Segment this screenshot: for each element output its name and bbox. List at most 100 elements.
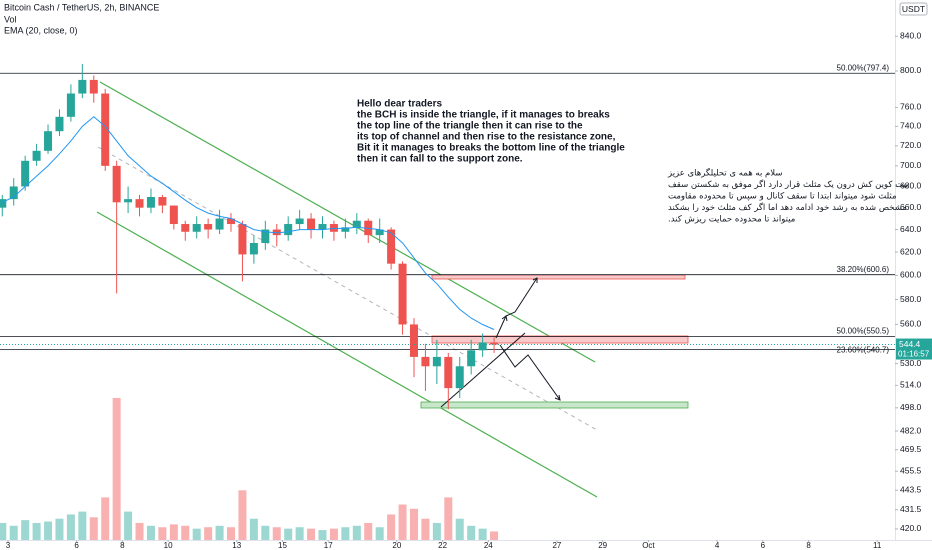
volume-bar <box>421 518 430 540</box>
volume-bar <box>181 525 190 540</box>
volume-bar <box>192 528 201 540</box>
volume-bar <box>272 527 281 540</box>
candle-body <box>112 165 121 203</box>
candle-body <box>249 243 258 255</box>
candle-body <box>261 229 270 244</box>
candle-body <box>101 93 110 166</box>
volume-bar <box>124 511 133 540</box>
volume-bar <box>318 530 327 540</box>
candle-body <box>490 342 499 345</box>
candle-body <box>0 199 7 208</box>
candle-body <box>124 199 133 203</box>
y-tick-label: 640.0 <box>900 224 922 234</box>
triangle-line <box>440 332 526 408</box>
x-tick-label: 29 <box>598 541 607 550</box>
volume-bar <box>215 525 224 540</box>
volume-bar <box>284 528 293 540</box>
x-tick-label: 8 <box>806 541 811 550</box>
candle-body <box>341 227 350 232</box>
candle-body <box>375 229 384 236</box>
y-tick-label: 800.0 <box>900 65 922 75</box>
candle-body <box>467 350 476 367</box>
candle-body <box>44 131 53 151</box>
volume-bar <box>169 524 178 540</box>
x-tick-label: 17 <box>324 541 333 550</box>
candle-body <box>409 324 418 357</box>
note-line: then it can fall to the support zone. <box>357 154 523 165</box>
candle-body <box>21 160 30 187</box>
volume-bar <box>101 497 110 540</box>
y-tick-label: 455.5 <box>900 465 922 475</box>
fib-label: 23.60%(540.7) <box>837 345 890 354</box>
volume-bar <box>329 528 338 540</box>
x-tick-label: 6 <box>74 541 79 550</box>
fib-label: 38.20%(600.6) <box>837 265 890 274</box>
x-tick-label: 27 <box>552 541 561 550</box>
volume-bar <box>444 497 453 540</box>
volume-bar <box>55 518 64 540</box>
currency[interactable]: USDT <box>902 4 925 14</box>
note-line-fa: میتواند تا محدوده حمایت ریزش کند. <box>668 215 795 225</box>
candle-body <box>455 366 464 389</box>
last-price: 544.4 <box>899 339 921 349</box>
y-tick-label: 740.0 <box>900 121 922 131</box>
chart-title: Bitcoin Cash / TetherUS, 2h, BINANCE <box>4 2 159 12</box>
candle-body <box>478 342 487 351</box>
y-tick-label: 443.5 <box>900 484 922 494</box>
candle-body <box>284 224 293 236</box>
note-line: its top of channel and then rise to the … <box>357 132 616 143</box>
candle-body <box>272 229 281 236</box>
note-line-fa: بیت کوین کش درون یک مثلث قرار دارد اگر م… <box>668 179 908 190</box>
volume-bar <box>135 522 144 540</box>
volume-bar <box>307 528 316 540</box>
y-tick-label: 530.0 <box>900 358 922 368</box>
candle-body <box>89 79 98 94</box>
volume-bar <box>78 511 87 540</box>
arrow-up <box>495 315 507 339</box>
y-tick-label: 514.0 <box>900 380 922 390</box>
x-tick-label: 20 <box>392 541 401 550</box>
x-tick-label: 24 <box>484 541 493 550</box>
volume-bar <box>341 527 350 540</box>
support-zone <box>420 401 689 409</box>
volume-bar <box>227 527 236 540</box>
candle-body <box>432 356 441 367</box>
resistance-zone <box>431 274 686 280</box>
volume-bar <box>432 522 441 540</box>
y-tick-label: 760.0 <box>900 102 922 112</box>
note-line-fa: سلام به همه ی تحلیلگرهای عزیز <box>667 168 782 179</box>
volume-bar <box>295 527 304 540</box>
arrowhead <box>532 277 538 283</box>
note-line-fa: مثلث شود میتواند ابتدا تا سقف کانال و سپ… <box>668 192 897 202</box>
note-line-fa: مشخص شده به رشد خود ادامه دهد اما اگر کف… <box>668 202 907 213</box>
x-tick-label: 11 <box>873 541 882 550</box>
arrow-up <box>505 277 538 317</box>
candle-body <box>307 218 316 230</box>
candle-body <box>352 220 361 228</box>
y-tick-label: 580.0 <box>900 294 922 304</box>
candle-body <box>55 116 64 132</box>
fib-label: 50.00%(550.5) <box>837 327 890 336</box>
volume-bar <box>112 398 121 540</box>
candle-body <box>421 356 430 367</box>
volume-bar <box>158 527 167 540</box>
x-tick-label: 10 <box>164 541 173 550</box>
candle-body <box>169 205 178 225</box>
arrowhead <box>554 394 561 401</box>
candle-body <box>146 196 155 208</box>
last-price-box <box>896 338 932 360</box>
y-tick-label: 680.0 <box>900 181 922 191</box>
candle-body <box>204 224 213 230</box>
volume-bar <box>249 518 258 540</box>
volume-bar <box>398 504 407 540</box>
volume-bar <box>0 522 7 540</box>
candle-body <box>215 218 224 230</box>
candle-body <box>192 224 201 232</box>
volume-bar <box>204 527 213 540</box>
currency-box[interactable] <box>899 2 928 16</box>
x-tick-label: 13 <box>232 541 241 550</box>
volume-bar <box>455 518 464 540</box>
ema-legend: EMA (20, close, 0) <box>4 25 78 35</box>
resistance-zone <box>431 335 689 344</box>
